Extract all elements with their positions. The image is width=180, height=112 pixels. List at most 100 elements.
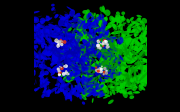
- Ellipse shape: [43, 85, 46, 88]
- Ellipse shape: [32, 24, 37, 28]
- Ellipse shape: [69, 51, 74, 54]
- Ellipse shape: [39, 87, 41, 89]
- Ellipse shape: [55, 88, 57, 90]
- Ellipse shape: [66, 38, 74, 46]
- Ellipse shape: [71, 85, 74, 92]
- Ellipse shape: [95, 30, 97, 32]
- Ellipse shape: [91, 38, 96, 41]
- Ellipse shape: [168, 53, 172, 59]
- Ellipse shape: [100, 23, 106, 28]
- Ellipse shape: [61, 64, 64, 66]
- Ellipse shape: [54, 49, 58, 53]
- Ellipse shape: [40, 22, 44, 25]
- Ellipse shape: [141, 70, 145, 78]
- Ellipse shape: [90, 66, 103, 69]
- Ellipse shape: [100, 85, 104, 88]
- Ellipse shape: [109, 70, 112, 73]
- Ellipse shape: [39, 31, 40, 37]
- Ellipse shape: [92, 25, 96, 27]
- Ellipse shape: [103, 57, 110, 66]
- Ellipse shape: [118, 72, 124, 75]
- Circle shape: [58, 73, 61, 77]
- Ellipse shape: [65, 72, 74, 76]
- Ellipse shape: [40, 80, 46, 88]
- Ellipse shape: [70, 34, 76, 38]
- Ellipse shape: [105, 32, 109, 37]
- Ellipse shape: [44, 85, 47, 90]
- Ellipse shape: [105, 48, 110, 53]
- Ellipse shape: [57, 33, 64, 35]
- Ellipse shape: [126, 19, 130, 24]
- Ellipse shape: [99, 84, 101, 88]
- Ellipse shape: [122, 49, 126, 53]
- Ellipse shape: [104, 31, 111, 37]
- Ellipse shape: [84, 83, 95, 86]
- Ellipse shape: [42, 45, 44, 49]
- Ellipse shape: [81, 44, 85, 54]
- Ellipse shape: [127, 27, 131, 32]
- Ellipse shape: [57, 83, 60, 88]
- Ellipse shape: [155, 54, 160, 57]
- Ellipse shape: [135, 53, 142, 63]
- Ellipse shape: [75, 38, 80, 40]
- Ellipse shape: [30, 86, 31, 89]
- Ellipse shape: [100, 70, 105, 74]
- Circle shape: [59, 73, 60, 75]
- Ellipse shape: [151, 31, 155, 36]
- Ellipse shape: [82, 88, 89, 96]
- Ellipse shape: [122, 33, 126, 37]
- Ellipse shape: [72, 44, 77, 57]
- Ellipse shape: [84, 32, 90, 42]
- Circle shape: [61, 42, 63, 44]
- Ellipse shape: [78, 25, 83, 30]
- Ellipse shape: [65, 44, 69, 54]
- Ellipse shape: [43, 91, 50, 97]
- Ellipse shape: [129, 79, 136, 85]
- Ellipse shape: [50, 41, 51, 47]
- Ellipse shape: [83, 21, 88, 25]
- Ellipse shape: [98, 84, 103, 88]
- Ellipse shape: [33, 45, 38, 49]
- Ellipse shape: [128, 41, 134, 54]
- Ellipse shape: [70, 59, 74, 60]
- Ellipse shape: [73, 73, 78, 78]
- Ellipse shape: [43, 25, 46, 36]
- Ellipse shape: [109, 65, 112, 69]
- Ellipse shape: [93, 84, 98, 86]
- Ellipse shape: [65, 75, 68, 77]
- Ellipse shape: [97, 29, 101, 33]
- Ellipse shape: [70, 51, 75, 56]
- Ellipse shape: [81, 32, 87, 42]
- Ellipse shape: [30, 27, 36, 33]
- Circle shape: [99, 70, 102, 73]
- Ellipse shape: [100, 47, 109, 50]
- Ellipse shape: [140, 32, 143, 38]
- Ellipse shape: [116, 66, 121, 70]
- Ellipse shape: [115, 90, 126, 94]
- Ellipse shape: [98, 40, 103, 45]
- Ellipse shape: [135, 23, 138, 25]
- Ellipse shape: [132, 88, 137, 89]
- Ellipse shape: [64, 84, 67, 89]
- Ellipse shape: [115, 73, 120, 76]
- Ellipse shape: [129, 94, 133, 96]
- Circle shape: [105, 70, 108, 72]
- Ellipse shape: [67, 96, 68, 98]
- Ellipse shape: [106, 39, 111, 44]
- Ellipse shape: [87, 35, 97, 43]
- Ellipse shape: [51, 70, 56, 76]
- Circle shape: [97, 41, 100, 44]
- Ellipse shape: [26, 43, 36, 48]
- Ellipse shape: [52, 54, 61, 61]
- Ellipse shape: [15, 74, 21, 78]
- Ellipse shape: [101, 75, 103, 78]
- Ellipse shape: [84, 80, 89, 85]
- Ellipse shape: [123, 38, 132, 48]
- Ellipse shape: [60, 27, 70, 33]
- Ellipse shape: [80, 68, 84, 70]
- Ellipse shape: [113, 51, 118, 62]
- Ellipse shape: [54, 10, 56, 12]
- Ellipse shape: [84, 39, 92, 49]
- Ellipse shape: [95, 46, 103, 57]
- Ellipse shape: [75, 85, 80, 91]
